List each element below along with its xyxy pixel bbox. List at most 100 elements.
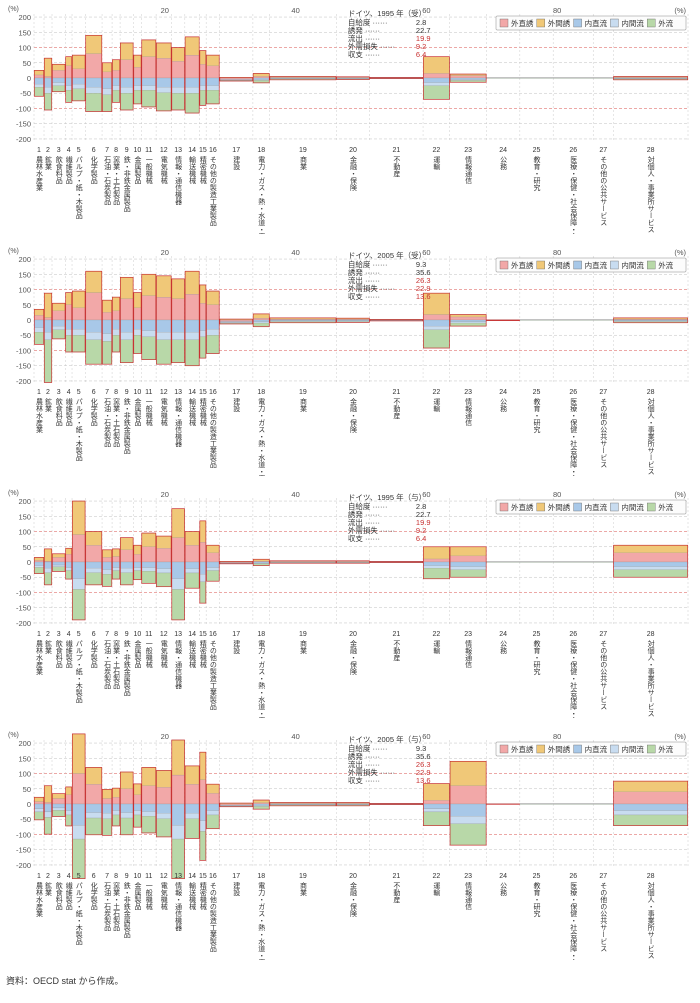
bar-内直流	[450, 78, 486, 80]
svg-text:20: 20	[349, 873, 357, 880]
bar-内直流	[86, 320, 102, 332]
legend-swatch	[500, 19, 508, 27]
bar-外流	[423, 86, 449, 100]
bar-外流	[34, 87, 43, 96]
bar-内間流	[52, 808, 65, 810]
bar-内間流	[72, 825, 85, 839]
svg-text:(%): (%)	[674, 248, 686, 257]
bar-内間流	[206, 86, 219, 91]
svg-text:28: 28	[647, 873, 655, 880]
svg-text:16: 16	[209, 873, 217, 880]
bar-内直流	[86, 78, 102, 87]
bar-内間流	[34, 84, 43, 87]
bar-外直誘	[220, 320, 253, 322]
legend-label: 内間流	[621, 744, 644, 754]
bar-内直流	[206, 562, 219, 567]
category-label: 対個人・事業所サービス	[647, 155, 655, 233]
svg-text:13: 13	[174, 873, 182, 880]
category-label: 化学製品	[90, 881, 98, 911]
category-label: 繊維製品	[65, 397, 73, 427]
svg-text:50: 50	[23, 59, 31, 68]
category-label: 情報通信	[465, 397, 473, 427]
category-label: 鉄・非鉄金属製品	[123, 397, 131, 455]
bar-外間誘	[134, 55, 141, 67]
legend-label: 外流	[658, 18, 673, 28]
category-label: 公務	[500, 640, 508, 655]
bar-外直誘	[200, 780, 206, 804]
svg-text:26: 26	[569, 631, 577, 638]
category-label: その他の公共サービス	[600, 640, 608, 710]
bar-外間誘	[120, 538, 133, 550]
bar-内間流	[120, 87, 133, 93]
category-label: 電気機械	[160, 640, 168, 669]
bar-外直誘	[86, 293, 102, 320]
bar-内間流	[52, 326, 65, 330]
svg-text:20: 20	[161, 248, 169, 257]
chart-svg: 200150100500-50-100-150-20020406080(%)1農…	[6, 732, 694, 960]
category-label: 対個人・事業所サービス	[647, 397, 655, 475]
bar-内直流	[66, 804, 72, 811]
category-label: 建設	[233, 397, 241, 413]
bar-内間流	[102, 813, 111, 818]
bar-内直流	[185, 562, 199, 569]
bar-外流	[142, 816, 156, 833]
category-label: 電力・ガス・熱・水道・廃棄物	[258, 640, 266, 718]
bar-外直誘	[172, 299, 185, 320]
category-label: 金属製品	[134, 397, 142, 427]
bar-外直誘	[270, 319, 336, 320]
svg-text:(%): (%)	[674, 490, 686, 499]
bar-外直誘	[172, 538, 185, 562]
bar-内直流	[200, 562, 206, 574]
bar-外直誘	[112, 797, 119, 804]
legend-swatch	[610, 503, 618, 511]
legend-label: 外直誘	[511, 18, 534, 28]
svg-text:3: 3	[57, 389, 61, 396]
category-label: 窯業・土石製品	[113, 881, 121, 932]
bar-外直誘	[52, 557, 65, 562]
bar-外流	[206, 90, 219, 104]
bar-外流	[185, 340, 199, 366]
svg-text:-200: -200	[16, 135, 31, 144]
bar-内直流	[102, 562, 111, 570]
svg-text:5: 5	[77, 631, 81, 638]
bar-内直流	[450, 804, 486, 816]
bar-外流	[134, 335, 141, 353]
svg-text:80: 80	[553, 248, 561, 257]
bar-外流	[142, 337, 156, 360]
bar-外流	[86, 818, 102, 835]
svg-text:17: 17	[232, 147, 240, 154]
bar-外直誘	[337, 319, 370, 320]
y-axis-unit: (%)	[8, 732, 19, 739]
category-label: 農林水産業	[36, 155, 44, 192]
legend-swatch	[610, 261, 618, 269]
category-label: 電気機械	[160, 882, 168, 911]
y-axis-unit: (%)	[8, 248, 19, 255]
category-label: 公務	[500, 882, 508, 897]
category-label: 農林水産業	[36, 881, 44, 918]
bar-外流	[120, 818, 133, 835]
bar-内直流	[185, 320, 199, 332]
category-label: 教育・研究	[533, 881, 541, 918]
bar-内直流	[134, 804, 141, 811]
category-label: その他の公共サービス	[600, 398, 608, 468]
bar-内直流	[142, 78, 156, 86]
bar-外間誘	[72, 55, 85, 69]
svg-text:19: 19	[299, 631, 307, 638]
bar-内間流	[102, 89, 111, 95]
bar-外直誘	[66, 554, 72, 562]
svg-text:17: 17	[232, 389, 240, 396]
bar-内直流	[52, 562, 65, 565]
bar-内直流	[156, 78, 171, 87]
chart-svg: 200150100500-50-100-150-20020406080(%)1農…	[6, 6, 694, 234]
bar-外流	[156, 573, 171, 587]
legend-label: 外間誘	[548, 260, 571, 270]
bar-内直流	[66, 78, 72, 86]
category-label: 情報・通信機器	[175, 397, 183, 448]
category-label: 建設	[233, 881, 241, 897]
bar-内直流	[614, 804, 688, 811]
svg-text:8: 8	[114, 631, 118, 638]
bar-内直流	[337, 320, 370, 321]
legend-label: 外直誘	[511, 260, 534, 270]
svg-text:-200: -200	[16, 619, 31, 628]
svg-text:23: 23	[464, 873, 472, 880]
